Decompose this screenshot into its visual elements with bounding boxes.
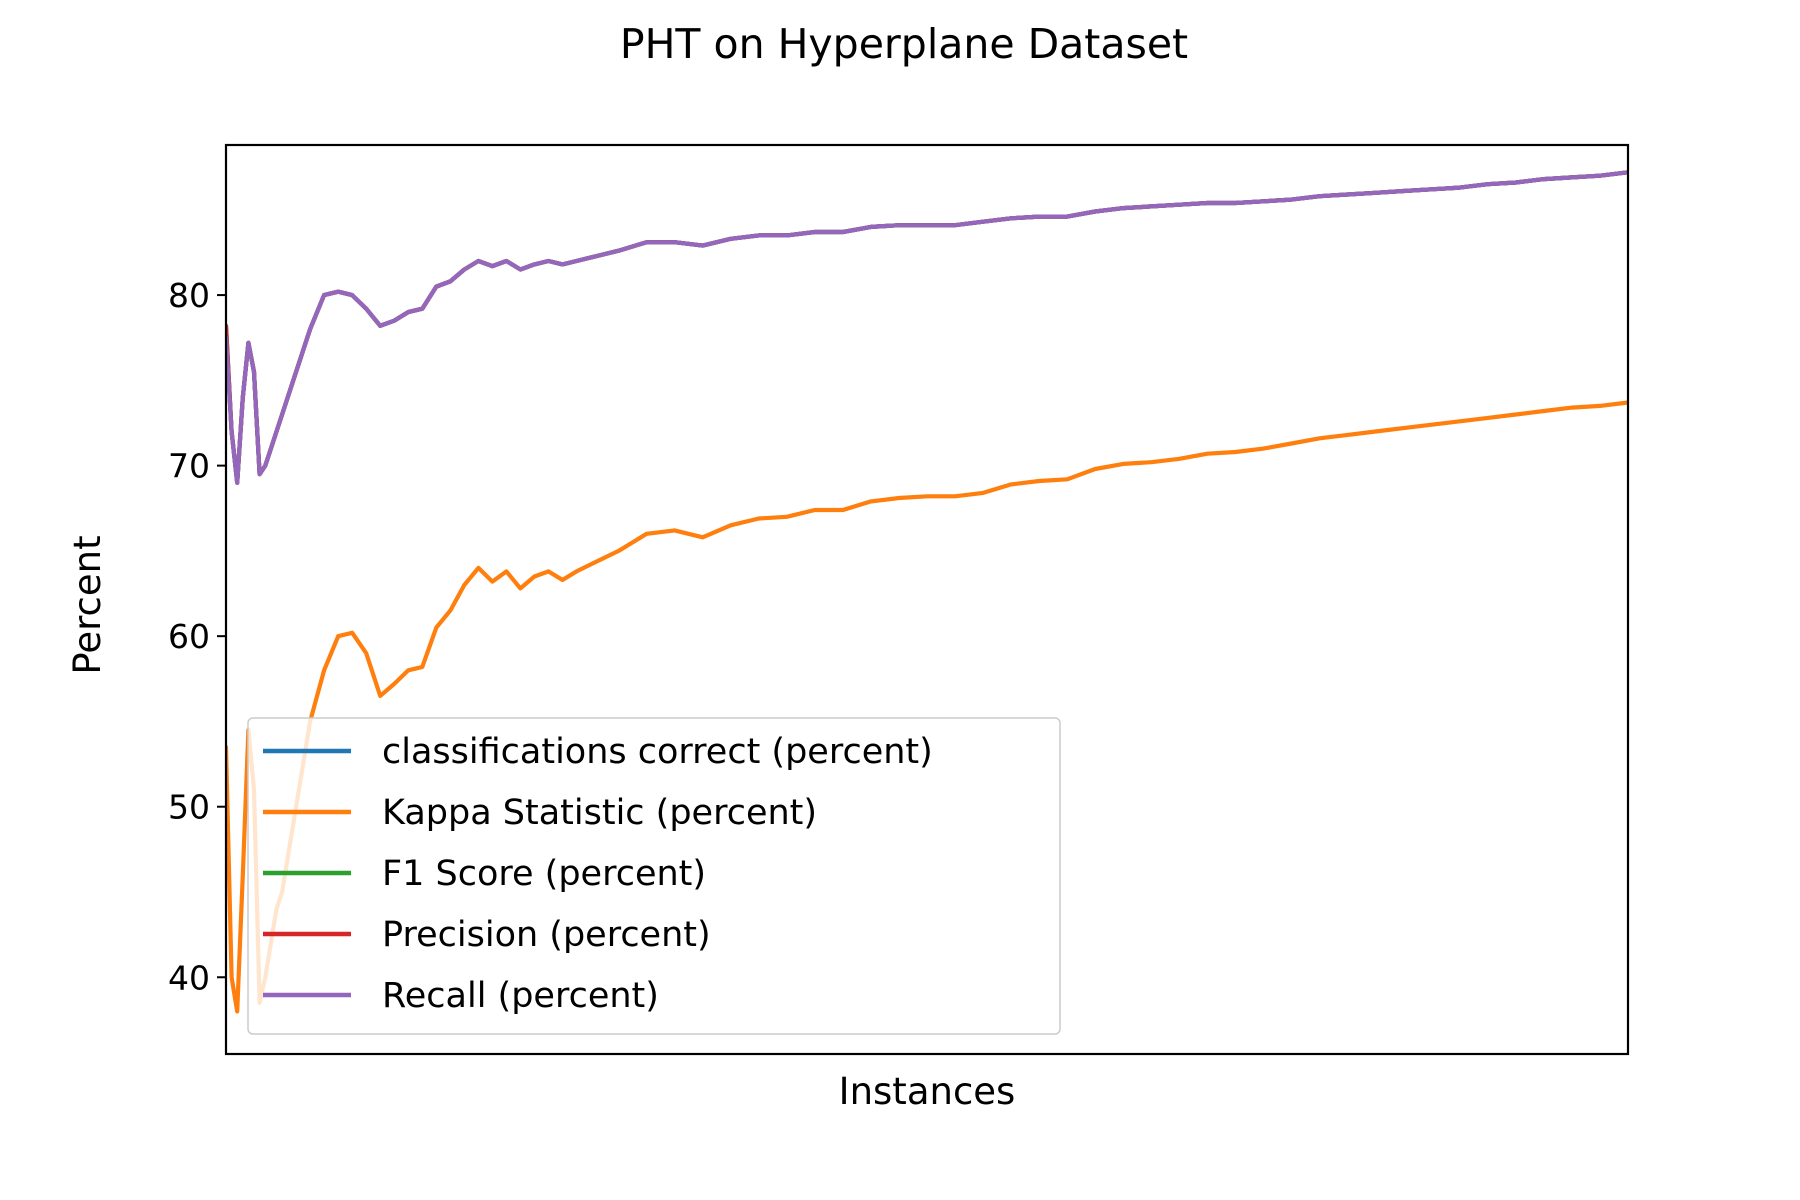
- legend-label-4: Recall (percent): [382, 976, 659, 1016]
- legend-frame: [247, 717, 1061, 1035]
- y-axis-label: Percent: [66, 535, 109, 674]
- legend-label-3: Precision (percent): [382, 915, 711, 955]
- plot-frame: [224, 143, 1630, 1056]
- y-tick-label: 50: [168, 788, 210, 827]
- chart-title: PHT on Hyperplane Dataset: [620, 20, 1188, 68]
- x-axis-label: Instances: [839, 1070, 1016, 1113]
- series-line-4: [226, 170, 1628, 485]
- y-tick-label: 70: [168, 447, 210, 486]
- y-tick-label: 80: [168, 276, 210, 315]
- legend: classifications correct (percent) Kappa S…: [247, 717, 1061, 1035]
- legend-label-0: classifications correct (percent): [382, 732, 933, 772]
- legend-label-1: Kappa Statistic (percent): [382, 793, 817, 833]
- legend-label-2: F1 Score (percent): [382, 854, 706, 894]
- y-tick-label: 60: [168, 617, 210, 656]
- y-tick-label: 40: [168, 958, 210, 997]
- y-axis: 40 50 60 70 80: [168, 276, 226, 997]
